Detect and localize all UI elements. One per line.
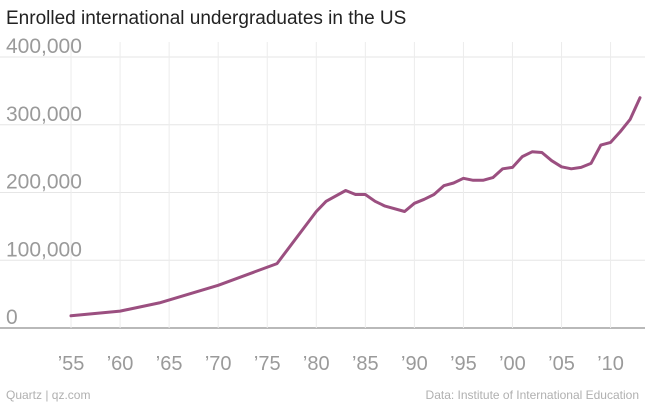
x-tick-label: ’85 xyxy=(352,353,379,375)
series-layer xyxy=(69,96,642,318)
chart-title: Enrolled international undergraduates in… xyxy=(6,8,407,29)
axis-layer: 0 100,000 200,000 300,000 400,000 ’55 ’60 ’65 ’7… xyxy=(6,35,624,375)
y-tick-label: 100,000 xyxy=(6,238,82,261)
series-line xyxy=(69,96,642,318)
x-tick-label: ’55 xyxy=(58,353,85,375)
y-tick-label: 0 xyxy=(6,306,18,329)
footer-source-right: Data: Institute of International Educati… xyxy=(425,388,639,402)
grid-layer xyxy=(0,42,645,329)
x-tick-label: ’75 xyxy=(254,353,281,375)
x-tick-label: ’95 xyxy=(450,353,477,375)
footer-source-left: Quartz | qz.com xyxy=(6,388,91,402)
x-tick-label: ’80 xyxy=(303,353,330,375)
y-tick-label: 200,000 xyxy=(6,171,82,194)
x-tick-label: ’10 xyxy=(597,353,624,375)
y-tick-label: 300,000 xyxy=(6,103,82,126)
x-tick-label: ’65 xyxy=(156,353,183,375)
x-tick-label: ’05 xyxy=(548,353,575,375)
x-tick-label: ’00 xyxy=(499,353,526,375)
x-tick-label: ’70 xyxy=(205,353,232,375)
x-tick-label: ’90 xyxy=(401,353,428,375)
x-tick-label: ’60 xyxy=(107,353,134,375)
y-tick-label: 400,000 xyxy=(6,35,82,58)
